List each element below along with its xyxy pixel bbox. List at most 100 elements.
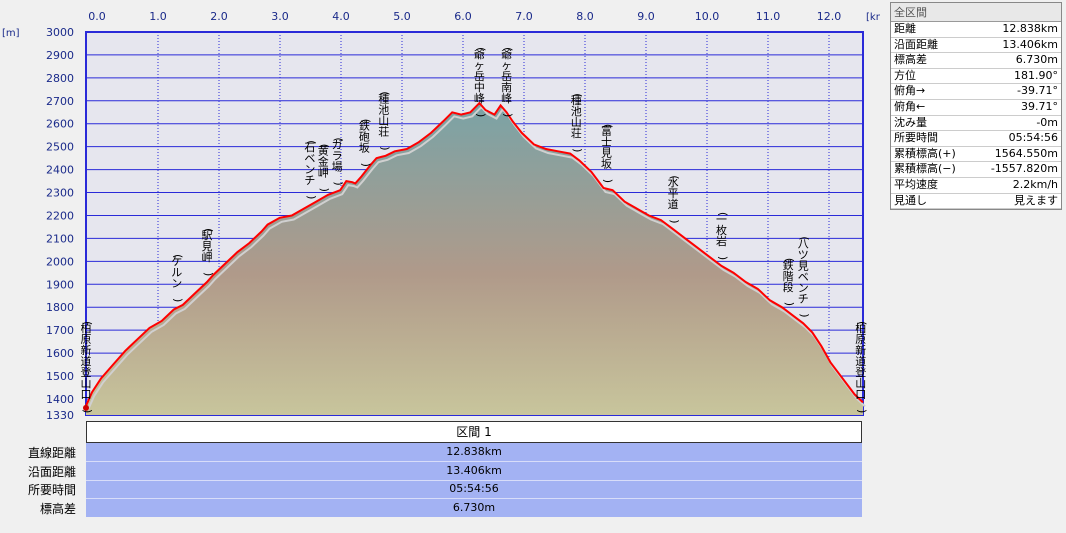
section-header[interactable]: 区間 1 (86, 421, 862, 443)
summary-row: 方位 181.90° (891, 68, 1061, 85)
x-tick-label: 9.0 (637, 10, 655, 23)
summary-value: 13.406km (972, 37, 1061, 54)
x-tick-label: 3.0 (271, 10, 289, 23)
x-tick-label: 11.0 (756, 10, 781, 23)
summary-label: 平均速度 (891, 177, 973, 194)
summary-row: 累積標高(+) 1564.550m (891, 146, 1061, 163)
x-tick-label: 1.0 (149, 10, 167, 23)
summary-value: 12.838km (972, 22, 1061, 38)
section-label: 所要時間 (27, 483, 76, 497)
summary-label: 累積標高(+) (891, 146, 973, 163)
y-tick-label: 2300 (46, 187, 74, 200)
y-tick-label: 2000 (46, 255, 74, 268)
summary-label: 距離 (891, 22, 973, 38)
summary-row: 沈み量 -0m (891, 115, 1061, 132)
y-tick-label: 2400 (46, 164, 74, 177)
waypoint-label: (柏原新道登山口) (855, 321, 868, 413)
summary-value: -39.71° (972, 83, 1061, 100)
y-tick-label: 2500 (46, 141, 74, 154)
y-tick-label: 1400 (46, 393, 74, 406)
summary-row: 距離 12.838km (891, 22, 1061, 38)
x-tick-label: 10.0 (695, 10, 720, 23)
waypoint-label: (黄金岬) (318, 144, 331, 192)
y-unit-label: [m] (2, 28, 20, 39)
section-value: 05:54:56 (86, 480, 862, 499)
waypoint-label: (爺ヶ岳南峰) (501, 47, 514, 117)
waypoint-label: (石ベンチ) (304, 140, 317, 199)
x-tick-label: 6.0 (454, 10, 472, 23)
x-tick-label: 12.0 (817, 10, 842, 23)
y-tick-label: 2600 (46, 118, 74, 131)
summary-row: 沿面距離 13.406km (891, 37, 1061, 54)
summary-value: -1557.820m (972, 161, 1061, 178)
summary-row: 俯角← 39.71° (891, 99, 1061, 116)
waypoint-label: (鉄階段) (783, 258, 796, 306)
profile-shadow-line (87, 105, 866, 411)
waypoint-label: (爺ヶ岳中峰) (474, 47, 487, 117)
y-tick-label: 1700 (46, 324, 74, 337)
summary-row: 見通し 見えます (891, 193, 1061, 210)
waypoint-label: (一枚岩) (716, 212, 729, 260)
waypoint-label: (種池山荘) (378, 91, 391, 150)
waypoint-label: (水平道) (668, 175, 681, 223)
y-tick-label: 1900 (46, 278, 74, 291)
summary-label: 俯角← (891, 99, 973, 116)
y-tick-label: 2100 (46, 232, 74, 245)
x-tick-label: 8.0 (576, 10, 594, 23)
section-label: 直線距離 (27, 446, 76, 460)
summary-value: 1564.550m (972, 146, 1061, 163)
waypoint-label: (富士見坂) (601, 124, 614, 183)
x-tick-label: 5.0 (393, 10, 411, 23)
x-unit-label: [km] (866, 12, 880, 23)
waypoint-label: (鉄砲坂) (359, 119, 372, 167)
x-tick-label: 7.0 (515, 10, 533, 23)
y-tick-label: 2800 (46, 72, 74, 85)
summary-value: 2.2km/h (972, 177, 1061, 194)
waypoint-label: (柏原新道登山口) (81, 321, 94, 413)
y-tick-label: 1330 (46, 409, 74, 420)
summary-row: 平均速度 2.2km/h (891, 177, 1061, 194)
summary-row: 標高差 6.730m (891, 52, 1061, 69)
summary-label: 見通し (891, 193, 973, 210)
summary-label: 方位 (891, 68, 973, 85)
summary-value: 6.730m (972, 52, 1061, 69)
section-value: 13.406km (86, 462, 862, 481)
profile-fill (86, 103, 863, 415)
section-label: 標高差 (39, 501, 76, 516)
summary-value: -0m (972, 115, 1061, 132)
x-tick-label: 4.0 (332, 10, 350, 23)
y-tick-label: 2700 (46, 95, 74, 108)
y-tick-label: 1800 (46, 301, 74, 314)
start-marker (83, 404, 89, 411)
summary-value: 181.90° (972, 68, 1061, 85)
y-tick-label: 2200 (46, 209, 74, 222)
summary-value: 05:54:56 (972, 130, 1061, 147)
summary-label: 所要時間 (891, 130, 973, 147)
x-tick-label: 0.0 (88, 10, 106, 23)
x-axis-ticks: 0.0 1.0 2.0 3.0 4.0 5.0 6.0 7.0 8.0 9.0 10.0 11.0 12… (88, 10, 841, 23)
summary-value: 見えます (972, 193, 1061, 210)
y-tick-label: 1600 (46, 347, 74, 360)
x-tick-label: 2.0 (210, 10, 228, 23)
waypoint-label: (ガラ場) (332, 137, 345, 185)
summary-row: 所要時間 05:54:56 (891, 130, 1061, 147)
summary-panel: 全区間 距離 12.838km 沿面距離 13.406km 標高差 6.730m 方位 181… (890, 2, 1062, 211)
section-table: 12.838km 13.406km 05:54:56 6.730m (86, 443, 862, 517)
waypoint-labels: (柏原新道登山口) (ケルン) (駅見岬) (石ベンチ)(黄金岬)(ガラ場) (鉄砲坂)… (81, 47, 869, 413)
y-axis-ticks: 3000 2900 2800 2700 2600 2500 2400 2300 2200 2100… (46, 26, 74, 420)
section-value: 6.730m (452, 500, 496, 514)
summary-label: 累積標高(−) (891, 161, 973, 178)
elevation-chart: 3000 2900 2800 2700 2600 2500 2400 2300 2200 2100… (2, 10, 880, 420)
summary-panel-title: 全区間 (891, 3, 1061, 22)
summary-row: 累積標高(−) -1557.820m (891, 161, 1061, 178)
waypoint-label: (八ツ見ベンチ) (798, 236, 811, 317)
summary-row: 俯角→ -39.71° (891, 83, 1061, 100)
summary-label: 標高差 (891, 52, 973, 69)
summary-label: 沿面距離 (891, 37, 973, 54)
section-value: 12.838km (86, 443, 862, 462)
summary-value: 39.71° (972, 99, 1061, 116)
summary-table: 距離 12.838km 沿面距離 13.406km 標高差 6.730m 方位 181.90°… (891, 22, 1061, 210)
waypoint-label: (ケルン) (171, 254, 184, 302)
waypoint-label: (駅見岬) (202, 228, 215, 276)
y-tick-label: 2900 (46, 49, 74, 62)
